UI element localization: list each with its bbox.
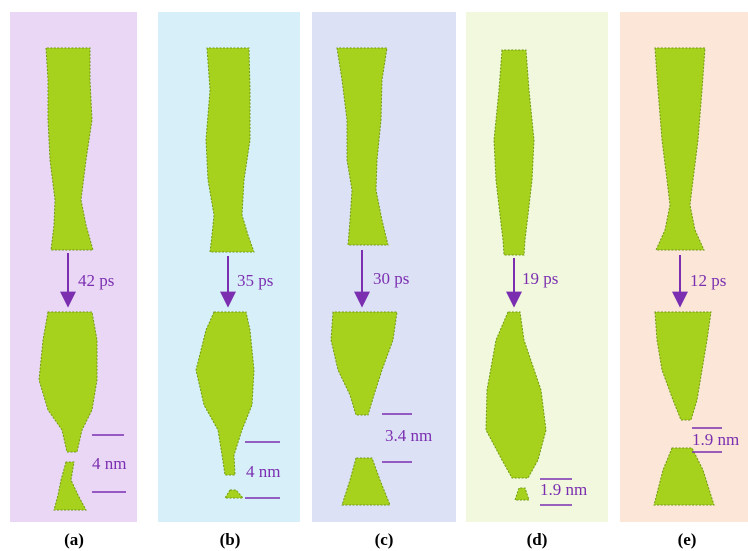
panel-label: (b)	[220, 530, 241, 549]
gap-label: 3.4 nm	[385, 426, 432, 445]
gap-label: 1.9 nm	[540, 480, 587, 499]
panel-label: (c)	[375, 530, 394, 549]
panel-label: (d)	[527, 530, 548, 549]
time-label: 19 ps	[522, 269, 558, 288]
gap-label: 4 nm	[92, 454, 126, 473]
time-label: 42 ps	[78, 271, 114, 290]
panel-label: (a)	[64, 530, 84, 549]
panel-label: (e)	[678, 530, 697, 549]
panel-background	[312, 12, 456, 522]
time-label: 30 ps	[373, 269, 409, 288]
figure: 42 ps 4 nm (a) 35 ps 4 nm (b) 30 ps 3.4 nm (c) 19…	[0, 0, 748, 551]
time-label: 12 ps	[690, 271, 726, 290]
time-label: 35 ps	[237, 271, 273, 290]
gap-label: 4 nm	[246, 462, 280, 481]
gap-label: 1.9 nm	[692, 430, 739, 449]
